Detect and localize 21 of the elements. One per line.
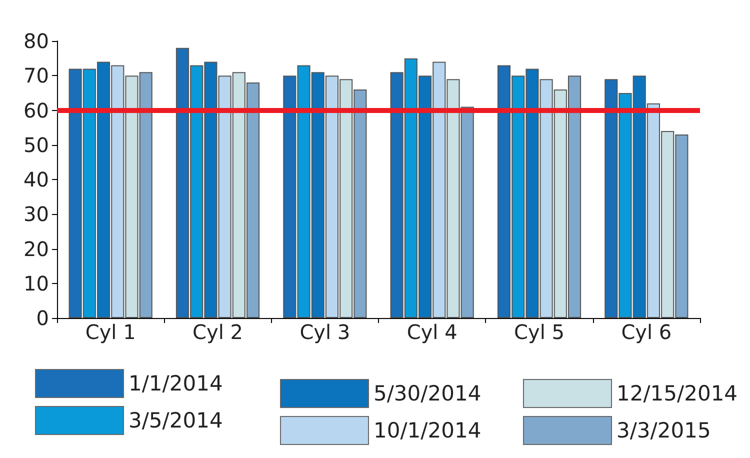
legend-label: 5/30/2014 (374, 382, 482, 406)
x-tick-label: Cyl 6 (621, 320, 672, 344)
y-tick-label: 30 (24, 202, 49, 226)
y-tick-label: 50 (24, 132, 49, 157)
y-tick-label: 60 (24, 98, 49, 122)
x-tick-label: Cyl 2 (192, 320, 243, 344)
x-tick-label: Cyl 5 (514, 320, 564, 344)
y-tick-label: 70 (24, 64, 49, 88)
x-tick-label: Cyl 4 (406, 320, 458, 344)
y-tick-label: 20 (24, 236, 49, 261)
y-tick-label: 80 (24, 29, 49, 53)
y-tick-label: 10 (24, 271, 49, 296)
y-tick-label: 40 (24, 168, 49, 192)
legend-label: 3/3/2015 (616, 418, 711, 442)
legend-label: 3/5/2014 (128, 408, 223, 432)
x-tick-label: Cyl 1 (85, 320, 136, 344)
y-tick-label: 0 (36, 306, 49, 330)
legend-label: 10/1/2014 (374, 418, 482, 442)
legend-label: 12/15/2014 (616, 382, 738, 406)
legend-label: 1/1/2014 (128, 372, 223, 396)
x-tick-label: Cyl 3 (300, 320, 350, 344)
